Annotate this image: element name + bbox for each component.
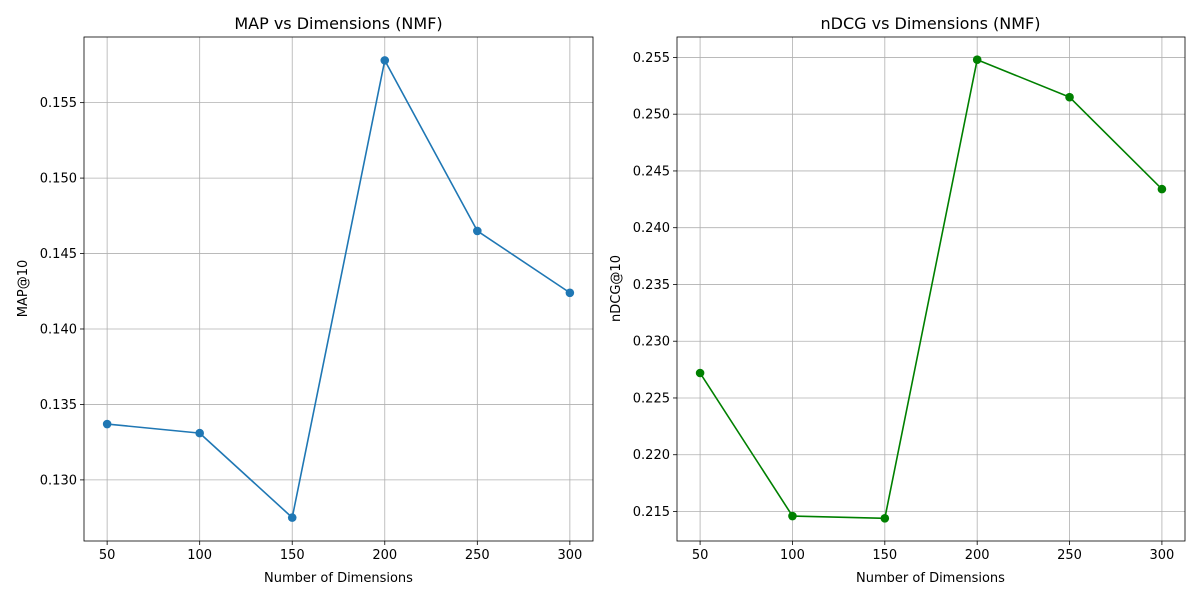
data-point-marker <box>695 368 705 378</box>
x-tick-label: 100 <box>187 548 212 563</box>
data-series <box>695 55 1167 523</box>
x-tick-label: 150 <box>280 548 305 563</box>
data-point-marker <box>195 428 204 438</box>
y-tick-label: 0.255 <box>633 51 670 66</box>
axes-frame <box>676 36 1186 542</box>
y-tick-label: 0.220 <box>633 448 670 463</box>
data-point-marker <box>473 226 482 236</box>
x-tick-label: 250 <box>1057 548 1082 563</box>
y-tick-label: 0.130 <box>40 473 77 488</box>
y-tick-label: 0.235 <box>633 278 670 293</box>
map-chart: MAP vs Dimensions (NMF) Number of Dimens… <box>16 14 594 586</box>
data-point-marker <box>972 55 982 65</box>
x-tick-label: 50 <box>692 548 709 563</box>
y-tick-label: 0.240 <box>633 221 670 236</box>
y-tick-label: 0.225 <box>633 391 670 406</box>
y-tick-label: 0.135 <box>40 398 77 413</box>
data-series <box>102 56 575 522</box>
y-tick-label: 0.140 <box>40 322 77 337</box>
chart-title: MAP vs Dimensions (NMF) <box>234 14 442 33</box>
chart-title: nDCG vs Dimensions (NMF) <box>821 14 1041 33</box>
ticks: 50 100 150 200 250 300 0.215 0.220 0.225 0.230 0.2… <box>633 51 1175 563</box>
y-tick-label: 0.145 <box>40 247 77 262</box>
data-point-marker <box>565 288 575 298</box>
grid <box>677 37 1185 541</box>
y-tick-label: 0.155 <box>40 96 77 111</box>
data-point-marker <box>1065 92 1074 102</box>
axes-frame <box>83 36 594 542</box>
x-tick-label: 250 <box>465 548 490 563</box>
data-point-marker <box>880 513 890 523</box>
x-tick-label: 300 <box>1149 548 1174 563</box>
data-point-marker <box>1157 184 1167 194</box>
y-tick-label: 0.150 <box>40 172 77 187</box>
y-axis-label: MAP@10 <box>16 260 31 318</box>
y-tick-label: 0.230 <box>633 335 670 350</box>
x-tick-label: 150 <box>872 548 897 563</box>
y-tick-label: 0.215 <box>633 505 670 520</box>
x-axis-label: Number of Dimensions <box>264 571 413 586</box>
x-axis-label: Number of Dimensions <box>856 571 1005 586</box>
data-point-marker <box>788 511 797 521</box>
data-point-marker <box>287 513 297 522</box>
ticks: 50 100 150 200 250 300 0.130 0.135 0.140 0.145 0.1… <box>40 96 582 563</box>
x-tick-label: 200 <box>965 548 990 563</box>
ndcg-chart: nDCG vs Dimensions (NMF) Number of Dimen… <box>609 14 1186 586</box>
y-tick-label: 0.245 <box>633 164 670 179</box>
data-point-marker <box>380 56 390 65</box>
x-tick-label: 300 <box>557 548 582 563</box>
x-tick-label: 50 <box>99 548 116 563</box>
x-tick-label: 200 <box>372 548 397 563</box>
series-line <box>107 59 571 519</box>
data-point-marker <box>102 419 112 429</box>
y-axis-label: nDCG@10 <box>609 255 624 322</box>
x-tick-label: 100 <box>780 548 805 563</box>
series-line <box>699 58 1163 520</box>
y-tick-label: 0.250 <box>633 108 670 123</box>
grid <box>84 37 593 541</box>
